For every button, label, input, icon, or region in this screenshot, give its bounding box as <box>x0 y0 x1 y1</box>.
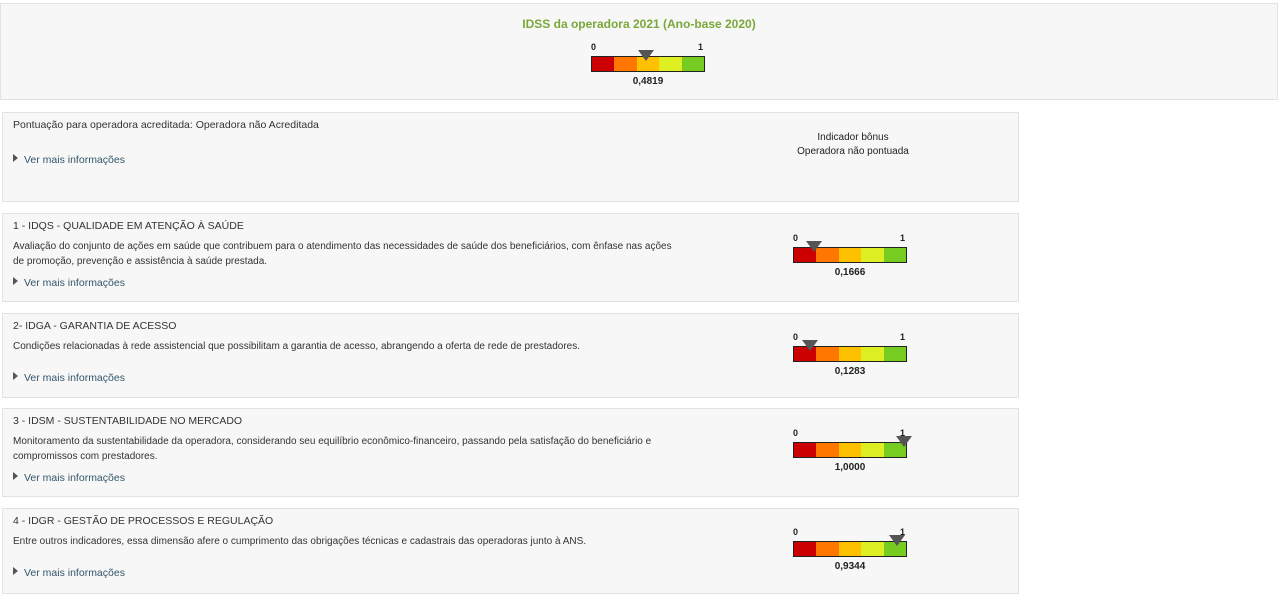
gauge-marker-icon <box>896 436 912 447</box>
gauge-max-label: 1 <box>899 332 905 342</box>
gauge-segment-4 <box>659 57 682 71</box>
gauge-segment-4 <box>861 248 884 262</box>
dimension-card-idgr: 4 - IDGR - GESTÃO DE PROCESSOS E REGULAÇ… <box>2 508 1019 594</box>
accreditation-more-info-link[interactable]: Ver mais informações <box>13 154 125 166</box>
gauge-min-label: 0 <box>793 527 799 537</box>
gauge-marker-icon <box>888 535 905 546</box>
gauge-segment-3 <box>838 443 862 457</box>
gauge-marker-icon <box>805 241 822 252</box>
gauge-value: 0,1666 <box>834 267 866 278</box>
gauge-segment-2 <box>816 347 839 361</box>
more-info-label: Ver mais informações <box>24 567 125 579</box>
gauge-segment-1 <box>592 57 615 71</box>
gauge-value: 0,4819 <box>632 76 664 87</box>
gauge-max-label: 1 <box>899 428 905 438</box>
gauge-bar <box>793 247 907 263</box>
gauge-min-label: 0 <box>793 233 799 243</box>
dimension-description: Avaliação do conjunto de ações em saúde … <box>13 241 672 267</box>
gauge-marker-icon <box>638 50 655 61</box>
dimension-card-idsm: 3 - IDSM - SUSTENTABILIDADE NO MERCADO M… <box>2 408 1019 497</box>
dimension-more-info-link[interactable]: Ver mais informações <box>13 277 125 289</box>
gauge-segment-3 <box>838 347 862 361</box>
gauge-max-label: 1 <box>697 42 703 52</box>
accreditation-text: Pontuação para operadora acreditada: Ope… <box>13 119 319 131</box>
gauge-segment-3 <box>838 248 862 262</box>
gauge-segment-2 <box>816 542 839 556</box>
caret-right-icon <box>13 472 18 480</box>
caret-right-icon <box>13 277 18 285</box>
gauge-max-label: 1 <box>899 527 905 537</box>
gauge-segment-3 <box>838 542 862 556</box>
dimension-title: 2- IDGA - GARANTIA DE ACESSO <box>13 320 177 332</box>
gauge-max-label: 1 <box>899 233 905 243</box>
gauge-min-label: 0 <box>793 428 799 438</box>
more-info-label: Ver mais informações <box>24 154 125 166</box>
gauge-segment-5 <box>681 57 705 71</box>
dimension-description: Monitoramento da sustentabilidade da ope… <box>13 436 652 462</box>
gauge-marker-icon <box>801 340 818 351</box>
gauge-segment-1 <box>794 443 817 457</box>
gauge-value: 0,9344 <box>834 561 866 572</box>
dimension-card-idga: 2- IDGA - GARANTIA DE ACESSO Condições r… <box>2 313 1019 398</box>
dimension-description: Condições relacionadas à rede assistenci… <box>13 341 581 352</box>
dimension-title: 4 - IDGR - GESTÃO DE PROCESSOS E REGULAÇ… <box>13 515 274 527</box>
dimension-more-info-link[interactable]: Ver mais informações <box>13 372 125 384</box>
dimension-description: Entre outros indicadores, essa dimensão … <box>13 536 587 547</box>
gauge-segment-4 <box>861 542 884 556</box>
bonus-indicator: Indicador bônus Operadora não pontuada <box>773 131 933 159</box>
caret-right-icon <box>13 567 18 575</box>
gauge-value: 0,1283 <box>834 366 866 377</box>
gauge-bar <box>793 442 907 458</box>
gauge-segment-1 <box>794 542 817 556</box>
idss-gauge: 0 1 0,4819 <box>591 42 705 90</box>
idss-title: IDSS da operadora 2021 (Ano-base 2020) <box>522 17 756 31</box>
gauge-segment-5 <box>883 347 907 361</box>
dimension-gauge: 0 1 0,1283 <box>793 332 907 380</box>
dimension-title: 3 - IDSM - SUSTENTABILIDADE NO MERCADO <box>13 415 243 427</box>
gauge-segment-5 <box>883 248 907 262</box>
gauge-value: 1,0000 <box>834 462 866 473</box>
caret-right-icon <box>13 372 18 380</box>
dimension-gauge: 0 1 0,9344 <box>793 527 907 575</box>
gauge-segment-2 <box>614 57 637 71</box>
gauge-segment-2 <box>816 443 839 457</box>
dimension-title: 1 - IDQS - QUALIDADE EM ATENÇÃO À SAÚDE <box>13 220 244 232</box>
more-info-label: Ver mais informações <box>24 372 125 384</box>
gauge-min-label: 0 <box>591 42 597 52</box>
accreditation-card: Pontuação para operadora acreditada: Ope… <box>2 112 1019 202</box>
more-info-label: Ver mais informações <box>24 472 125 484</box>
gauge-segment-2 <box>816 248 839 262</box>
gauge-segment-4 <box>861 347 884 361</box>
dimension-card-idqs: 1 - IDQS - QUALIDADE EM ATENÇÃO À SAÚDE … <box>2 213 1019 302</box>
bonus-title: Indicador bônus <box>817 132 889 143</box>
gauge-segment-4 <box>861 443 884 457</box>
caret-right-icon <box>13 154 18 162</box>
dimension-gauge: 0 1 0,1666 <box>793 233 907 281</box>
dimension-gauge: 0 1 1,0000 <box>793 428 912 476</box>
more-info-label: Ver mais informações <box>24 277 125 289</box>
gauge-min-label: 0 <box>793 332 799 342</box>
dimension-more-info-link[interactable]: Ver mais informações <box>13 567 125 579</box>
bonus-status: Operadora não pontuada <box>797 146 909 157</box>
dimension-more-info-link[interactable]: Ver mais informações <box>13 472 125 484</box>
gauge-bar <box>793 541 907 557</box>
idss-summary-panel: IDSS da operadora 2021 (Ano-base 2020) 0… <box>0 3 1278 100</box>
